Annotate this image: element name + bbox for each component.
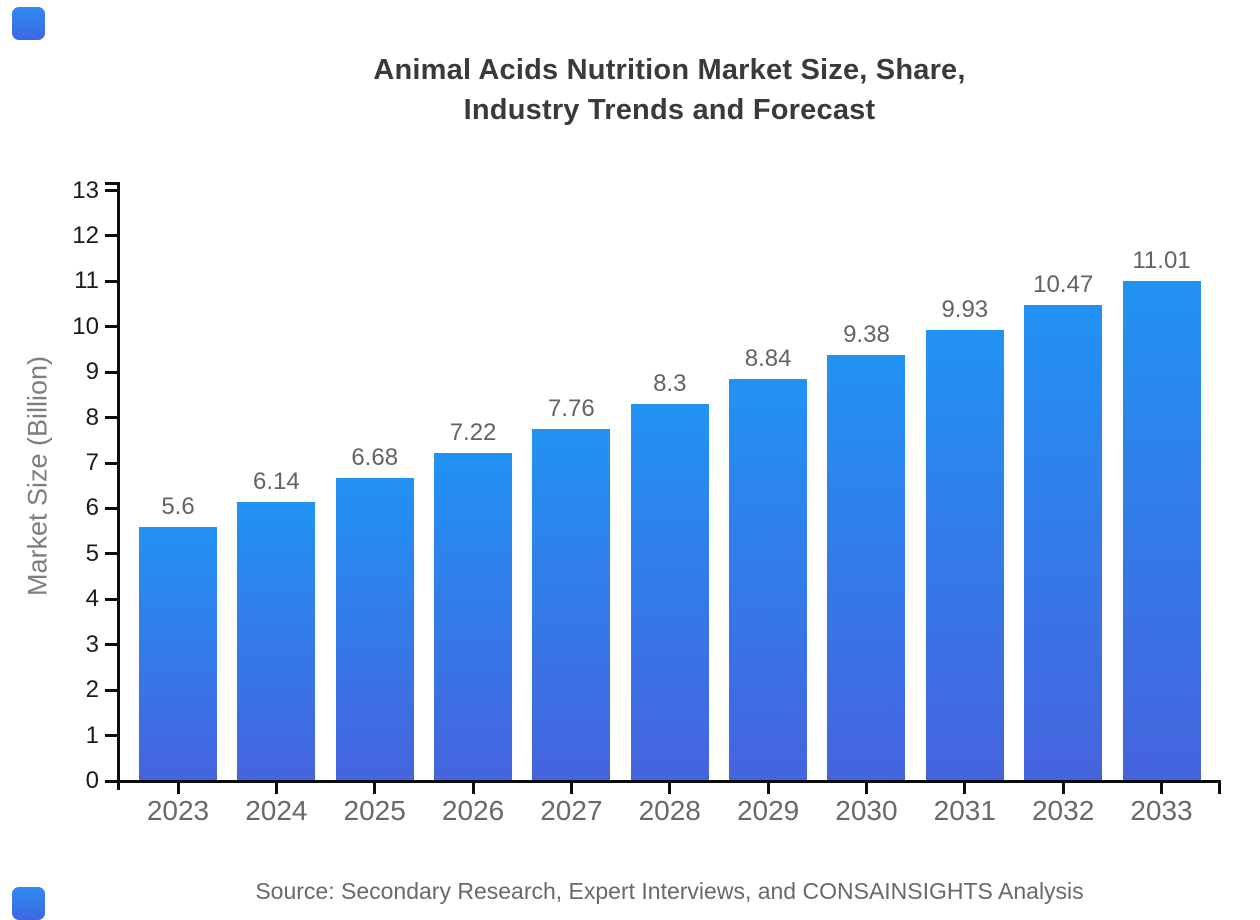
y-axis-tick [105,688,118,692]
y-axis-tick-label: 6 [85,494,99,522]
x-axis-tick-label: 2026 [441,795,505,826]
bar-value-label: 9.93 [941,295,989,323]
x-axis-tick [471,782,475,794]
bar-2026 [434,453,513,781]
x-axis-tick-label: 2027 [540,795,603,826]
x-axis-tick-label: 2024 [245,795,308,826]
y-axis-tick-label: 9 [85,358,99,386]
bar-2029 [729,379,808,781]
y-axis-tick [105,189,118,193]
y-axis-tick-label: 11 [74,267,99,295]
bar-value-label: 7.22 [449,419,497,447]
bar-2025 [335,477,414,781]
x-axis-tick [1160,782,1163,794]
y-axis-tick [105,325,118,329]
y-axis-line [116,182,120,790]
chart-title-line-1: Animal Acids Nutrition Market Size, Shar… [373,54,966,86]
source-note: Source: Secondary Research, Expert Inter… [255,878,1084,904]
chart-title-line-2: Industry Trends and Forecast [463,94,876,126]
brand-logo-icon [12,887,45,920]
bar-value-label: 7.76 [548,394,595,422]
x-axis-tick [766,782,770,794]
y-axis-end-cap [105,182,118,185]
y-axis-tick-label: 10 [72,312,99,340]
y-axis-tick [105,643,118,647]
x-axis-end-tick [1218,782,1221,794]
x-axis-tick [373,782,377,794]
x-axis-tick [1061,782,1065,794]
x-axis-tick [176,782,180,794]
y-axis-tick-label: 5 [85,539,99,567]
bar-2023 [139,526,217,781]
brand-logo-icon [12,7,45,40]
x-axis-tick [864,782,868,794]
y-axis-tick-label: 13 [72,176,99,204]
y-axis-tick [105,779,118,783]
x-axis-tick-label: 2031 [933,795,996,826]
y-axis-tick-label: 7 [85,449,99,477]
bar-value-label: 9.38 [843,320,890,348]
bar-value-label: 8.84 [744,345,792,373]
bar-value-label: 5.6 [161,492,195,520]
bar-value-label: 10.47 [1033,271,1094,299]
bar-2030 [827,354,906,781]
y-axis-tick [105,416,118,420]
y-axis-tick-label: 4 [85,585,99,613]
y-axis-tick [105,506,118,510]
x-axis-tick-label: 2028 [638,795,701,826]
bar-2024 [237,502,316,781]
x-axis-tick-label: 2030 [835,795,898,826]
y-axis-tick-label: 12 [72,221,99,249]
y-axis-tick [105,552,118,556]
x-axis-tick-label: 2025 [343,795,406,826]
x-axis-tick [569,782,573,794]
y-axis-tick [105,734,118,738]
x-axis-tick-label: 2033 [1130,795,1193,826]
bar-value-label: 11.01 [1132,246,1191,274]
chart-title: Animal Acids Nutrition Market Size, Shar… [118,50,1221,130]
x-axis-tick [963,782,967,794]
bar-value-label: 6.68 [351,443,399,471]
x-axis-line [116,779,1221,783]
y-axis-tick-label: 2 [85,676,99,704]
bar-2031 [925,329,1004,781]
bar-2028 [630,404,709,781]
y-axis-tick [105,279,118,283]
bar-2027 [532,428,611,781]
x-axis-tick-label: 2023 [146,795,210,826]
bar-value-label: 6.14 [252,468,300,496]
y-axis-tick-label: 0 [85,767,99,794]
x-axis-tick-label: 2029 [736,795,800,826]
y-axis-tick [105,234,118,238]
bar-2033 [1122,280,1201,781]
y-axis-tick [105,597,118,601]
y-axis-tick [105,461,118,465]
x-axis-tick [274,782,278,794]
y-axis-tick-label: 3 [85,630,99,658]
x-axis-tick-label: 2032 [1031,795,1095,826]
y-axis-tick-label: 1 [85,721,99,749]
bar-value-label: 8.3 [653,370,687,397]
x-axis-tick [668,782,672,794]
y-axis-tick [105,370,118,374]
y-axis-tick-label: 8 [85,403,99,431]
bar-2032 [1024,305,1103,781]
